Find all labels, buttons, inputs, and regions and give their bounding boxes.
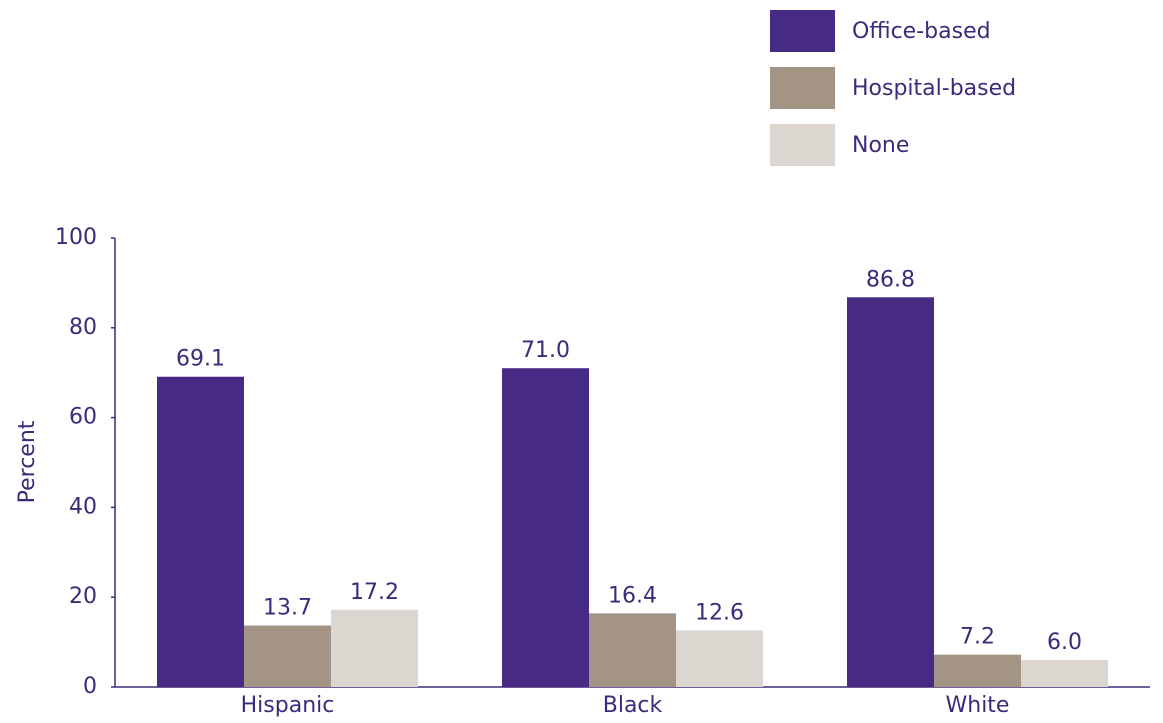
data-label: 71.0 (521, 338, 570, 363)
bar (157, 376, 244, 687)
y-tick-label: 60 (69, 405, 97, 430)
bar (934, 654, 1021, 687)
data-label: 13.7 (263, 595, 312, 620)
y-tick-label: 0 (83, 674, 97, 699)
y-tick-label: 20 (69, 584, 97, 609)
bar (502, 368, 589, 687)
bar (847, 297, 934, 687)
data-label: 7.2 (960, 625, 995, 650)
legend-label: Hospital-based (852, 76, 1016, 101)
data-label: 16.4 (608, 583, 657, 608)
data-label: 69.1 (176, 347, 225, 372)
data-label: 86.8 (866, 267, 915, 292)
y-tick-label: 80 (69, 315, 97, 340)
x-tick-label: Black (603, 693, 663, 718)
legend-swatch (770, 67, 835, 109)
bar (676, 630, 763, 687)
legend-label: None (852, 133, 909, 158)
x-tick-label: Hispanic (241, 693, 335, 718)
x-tick-label: White (946, 693, 1010, 718)
legend-swatch (770, 10, 835, 52)
y-tick-label: 40 (69, 494, 97, 519)
bar (1021, 660, 1108, 687)
bar (589, 613, 676, 687)
y-tick-label: 100 (55, 225, 97, 250)
data-label: 6.0 (1047, 630, 1082, 655)
data-label: 12.6 (695, 600, 744, 625)
bar (331, 609, 418, 687)
y-axis-label: Percent (15, 420, 40, 503)
legend-swatch (770, 124, 835, 166)
data-label: 17.2 (350, 580, 399, 605)
bar (244, 625, 331, 687)
legend-label: Office-based (852, 19, 991, 44)
